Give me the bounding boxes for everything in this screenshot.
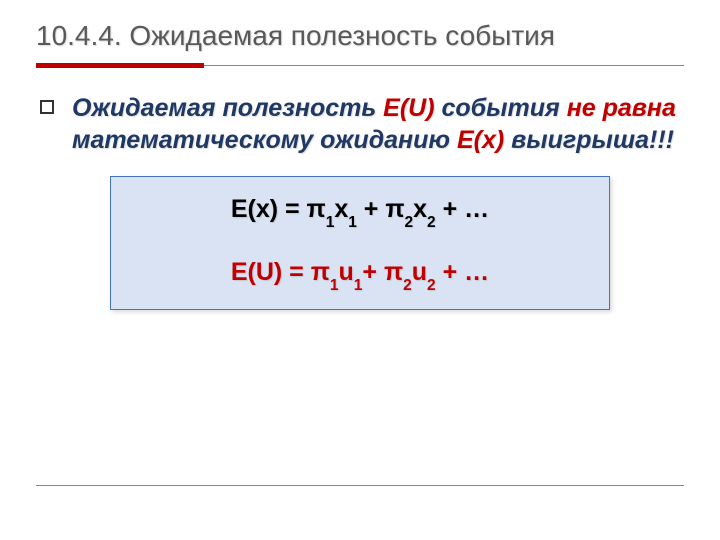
f2-p4: u [412, 258, 427, 286]
f1-s2: 1 [348, 214, 357, 231]
slide-title: 10.4.4. Ожидаемая полезность события [36, 18, 684, 53]
formula-eu: E(U) = π1u1+ π2u2 + … [129, 258, 591, 291]
f2-p5: + … [436, 258, 490, 286]
body-seg6: Е(х) [457, 126, 504, 154]
f1-p4: x [413, 195, 427, 223]
f1-p2: x [334, 195, 348, 223]
body-seg1: Ожидаемая полезность [72, 94, 383, 122]
f2-p3: + π [362, 258, 403, 286]
title-separator [36, 63, 684, 68]
formula-box: E(x) = π1x1 + π2x2 + … E(U) = π1u1+ π2u2… [110, 176, 610, 310]
f2-p2: u [339, 258, 354, 286]
f1-s1: 1 [326, 214, 335, 231]
f1-p5: + … [436, 195, 490, 223]
f1-p1: E(x) = π [231, 195, 326, 223]
f2-s3: 2 [403, 277, 412, 294]
bullet-icon [40, 100, 54, 114]
body-seg4: не равна [567, 94, 676, 122]
formula-ex: E(x) = π1x1 + π2x2 + … [129, 195, 591, 228]
f2-s1: 1 [330, 277, 339, 294]
f1-p3: + π [357, 195, 405, 223]
f1-s3: 2 [405, 214, 414, 231]
body-seg7: выигрыша!!! [504, 126, 674, 154]
title-block: 10.4.4. Ожидаемая полезность события [36, 18, 684, 53]
body-seg3: события [435, 94, 567, 122]
footer-separator [36, 485, 684, 486]
body-text: Ожидаемая полезность Е(U) события не рав… [72, 92, 684, 156]
body-row: Ожидаемая полезность Е(U) события не рав… [36, 92, 684, 156]
body-seg2: Е(U) [383, 94, 434, 122]
f2-p1: E(U) = π [231, 258, 330, 286]
f1-s4: 2 [427, 214, 436, 231]
separator-thin [204, 65, 684, 66]
separator-thick [36, 63, 204, 68]
f2-s4: 2 [427, 277, 436, 294]
f2-s2: 1 [354, 277, 363, 294]
body-seg5: математическому ожиданию [72, 126, 457, 154]
slide: 10.4.4. Ожидаемая полезность события Ожи… [0, 0, 720, 540]
